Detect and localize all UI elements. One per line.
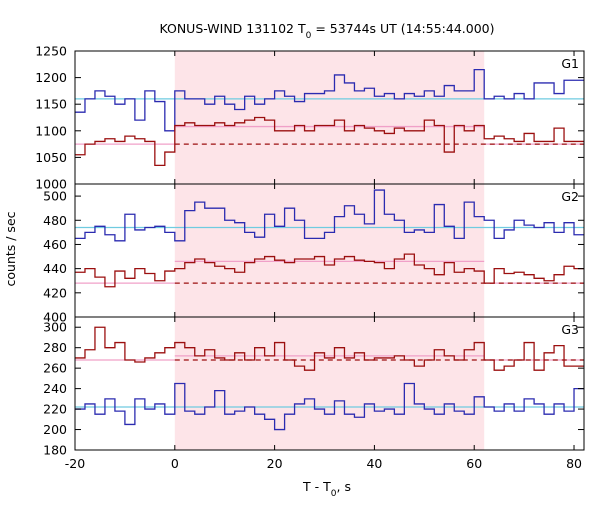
x-axis-title: T - T0, s xyxy=(302,479,351,499)
panel-label-g2: G2 xyxy=(561,189,579,204)
y-tick-label: 1000 xyxy=(35,177,67,192)
x-tick-label: 0 xyxy=(171,456,179,471)
panel-g3-plot xyxy=(75,326,584,431)
y-tick-label: 220 xyxy=(43,402,67,417)
x-tick-label: -20 xyxy=(65,456,85,471)
panel-label-g3: G3 xyxy=(561,322,579,337)
y-tick-label: 400 xyxy=(43,310,67,325)
y-tick-label: 460 xyxy=(43,237,67,252)
y-tick-label: 1250 xyxy=(35,44,67,59)
y-tick-label: 500 xyxy=(43,189,67,204)
chart-title: KONUS-WIND 131102 T0 = 53744s UT (14:55:… xyxy=(159,21,494,41)
series-line-red-g1 xyxy=(75,116,584,167)
panels-layer: G1100010501100115012001250G2400420440460… xyxy=(35,44,585,471)
y-tick-label: 1100 xyxy=(35,123,67,138)
y-tick-label: 300 xyxy=(43,320,67,335)
y-tick-label: 420 xyxy=(43,285,67,300)
panel-label-g1: G1 xyxy=(561,56,579,71)
y-tick-label: 280 xyxy=(43,340,67,355)
series-line-red-g2 xyxy=(75,253,584,288)
y-tick-label: 180 xyxy=(43,443,67,458)
series-line-blue-g2 xyxy=(75,189,584,242)
series-line-blue-g3 xyxy=(75,382,584,431)
x-tick-label: 20 xyxy=(267,456,283,471)
y-axis-title: counts / sec xyxy=(3,211,18,286)
panel-frame-g3 xyxy=(74,316,585,451)
y-tick-label: 1150 xyxy=(35,97,67,112)
y-tick-label: 480 xyxy=(43,213,67,228)
y-tick-label: 440 xyxy=(43,261,67,276)
series-line-blue-g1 xyxy=(75,68,584,132)
x-tick-label: 60 xyxy=(466,456,482,471)
burst-interval-shade xyxy=(174,51,485,450)
y-tick-label: 240 xyxy=(43,381,67,396)
panel-g1-plot xyxy=(75,68,584,167)
y-tick-label: 1050 xyxy=(35,150,67,165)
y-tick-label: 200 xyxy=(43,422,67,437)
x-tick-label: 40 xyxy=(366,456,382,471)
y-tick-label: 260 xyxy=(43,361,67,376)
panel-g2-plot xyxy=(75,189,584,288)
y-tick-label: 1200 xyxy=(35,70,67,85)
x-tick-label: 80 xyxy=(566,456,582,471)
series-line-red-g3 xyxy=(75,326,584,371)
